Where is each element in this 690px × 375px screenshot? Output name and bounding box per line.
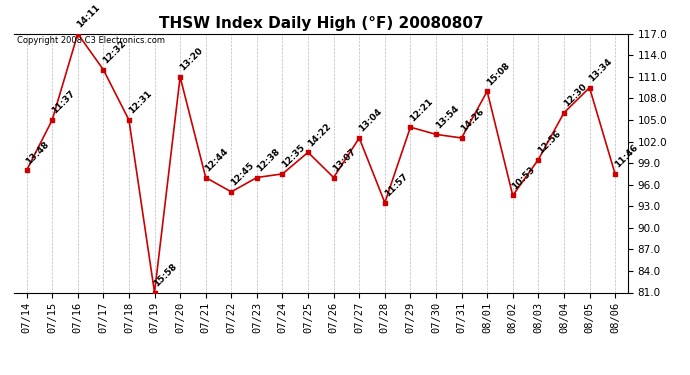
Point bbox=[72, 31, 83, 37]
Point bbox=[149, 290, 160, 296]
Point bbox=[431, 131, 442, 137]
Text: 14:11: 14:11 bbox=[76, 3, 102, 30]
Point bbox=[47, 117, 58, 123]
Point bbox=[507, 192, 518, 198]
Point bbox=[482, 88, 493, 94]
Text: 11:57: 11:57 bbox=[383, 172, 409, 198]
Point bbox=[558, 110, 569, 116]
Point bbox=[302, 149, 313, 155]
Point bbox=[456, 135, 467, 141]
Point bbox=[21, 167, 32, 173]
Point bbox=[354, 135, 365, 141]
Point bbox=[98, 67, 109, 73]
Point bbox=[328, 174, 339, 180]
Text: 14:22: 14:22 bbox=[306, 122, 333, 148]
Text: 13:07: 13:07 bbox=[331, 147, 358, 173]
Text: 15:08: 15:08 bbox=[485, 61, 511, 87]
Text: 12:30: 12:30 bbox=[562, 82, 589, 109]
Point bbox=[251, 174, 262, 180]
Text: 13:34: 13:34 bbox=[587, 57, 614, 84]
Text: 12:56: 12:56 bbox=[536, 129, 563, 155]
Text: 12:21: 12:21 bbox=[408, 96, 435, 123]
Point bbox=[226, 189, 237, 195]
Text: 12:44: 12:44 bbox=[204, 147, 230, 173]
Text: 14:26: 14:26 bbox=[460, 107, 486, 134]
Text: 11:37: 11:37 bbox=[50, 89, 77, 116]
Point bbox=[175, 74, 186, 80]
Point bbox=[533, 156, 544, 162]
Text: 13:04: 13:04 bbox=[357, 107, 384, 134]
Text: 12:31: 12:31 bbox=[127, 89, 153, 116]
Text: 13:20: 13:20 bbox=[178, 46, 204, 73]
Point bbox=[277, 171, 288, 177]
Text: 12:45: 12:45 bbox=[229, 161, 256, 188]
Text: 12:32: 12:32 bbox=[101, 39, 128, 66]
Text: 13:54: 13:54 bbox=[434, 104, 460, 130]
Text: 12:38: 12:38 bbox=[255, 147, 282, 173]
Text: 15:58: 15:58 bbox=[152, 262, 179, 288]
Text: Copyright 2008 C3 Electronics.com: Copyright 2008 C3 Electronics.com bbox=[17, 36, 165, 45]
Text: 11:46: 11:46 bbox=[613, 143, 640, 170]
Point bbox=[380, 200, 391, 206]
Title: THSW Index Daily High (°F) 20080807: THSW Index Daily High (°F) 20080807 bbox=[159, 16, 483, 31]
Text: 10:53: 10:53 bbox=[511, 165, 537, 191]
Text: 12:35: 12:35 bbox=[280, 143, 307, 170]
Point bbox=[405, 124, 416, 130]
Text: 13:48: 13:48 bbox=[24, 140, 51, 166]
Point bbox=[584, 85, 595, 91]
Point bbox=[124, 117, 135, 123]
Point bbox=[200, 174, 211, 180]
Point bbox=[609, 171, 620, 177]
